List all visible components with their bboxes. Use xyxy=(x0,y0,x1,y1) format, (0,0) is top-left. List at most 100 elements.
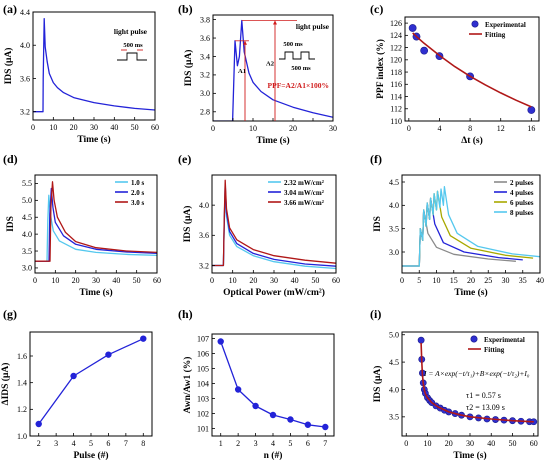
panel-i: (i) 0 10 20 30 40 50 60 3.5 4.0 4.5 5.0 Time (s) IDS … xyxy=(370,307,539,461)
panel-c: (c) 0 4 8 12 16 110 112 114 116 118 120 122 124 126 Δt … xyxy=(370,2,540,146)
y-tick-label-b-1: 3.0 xyxy=(200,89,210,98)
y-tick-label-d-5: 5.5 xyxy=(22,179,32,188)
y-tick-label-b-2: 3.2 xyxy=(200,71,210,80)
x-tick-label-h-5: 6 xyxy=(306,439,310,448)
panel-f: (f) 0 5 10 15 20 25 30 35 40 3.0 3.5 4.0 4.5 Time (s) I… xyxy=(370,152,544,298)
x-tick-label-g-2: 4 xyxy=(72,439,76,448)
y-tick-label-h-3: 104 xyxy=(197,379,209,388)
x-axis-label-e: Optical Power (mW/cm²) xyxy=(223,287,325,298)
legend-marker-i-0 xyxy=(470,335,478,343)
x-tick-label-i-3: 30 xyxy=(466,439,474,448)
legend-label-c-0: Experimental xyxy=(485,21,526,29)
y-tick-label-f-2: 4.0 xyxy=(389,201,399,210)
x-tick-label-g-4: 6 xyxy=(106,439,110,448)
legend-label-i-1: Fitting xyxy=(484,346,505,354)
legend-label-e-0: 2.32 mW/cm² xyxy=(284,179,324,187)
x-tick-label-g-5: 7 xyxy=(124,439,128,448)
y-tick-label-d-2: 4.0 xyxy=(22,230,32,239)
annotation-light-pulse: light pulse xyxy=(296,22,330,31)
x-tick-label-h-4: 5 xyxy=(288,439,292,448)
series-i-0-point-0 xyxy=(417,336,425,344)
x-tick-label-i-1: 10 xyxy=(424,439,432,448)
pulse-waveform-icon xyxy=(117,52,147,61)
x-tick-label-f-0: 0 xyxy=(400,276,404,285)
y-tick-label-g-0: 1.0 xyxy=(17,432,27,441)
x-tick-label-b-6: 30 xyxy=(329,124,337,133)
annotation-pulse-interval: 500 ms xyxy=(291,65,311,72)
x-tick-label-e-0: 0 xyxy=(210,276,214,285)
x-tick-label-e-2: 20 xyxy=(249,276,257,285)
x-tick-label-d-2: 20 xyxy=(72,276,80,285)
y-tick-label-b-3: 3.4 xyxy=(200,52,210,61)
series-h-0-point-6 xyxy=(322,423,329,431)
y-tick-label-b-0: 2.8 xyxy=(200,108,210,117)
x-tick-label-e-3: 30 xyxy=(270,276,278,285)
a2-arrowhead xyxy=(273,20,277,25)
x-axis-label-b: Time (s) xyxy=(256,135,289,146)
y-tick-label-f-1: 3.5 xyxy=(389,224,399,233)
panel-label-g: (g) xyxy=(3,307,17,321)
y-tick-label-h-1: 102 xyxy=(197,409,209,418)
series-h-0-point-0 xyxy=(217,338,224,345)
series-g-0-point-0 xyxy=(35,420,42,428)
y-tick-label-g-1: 1.2 xyxy=(17,405,27,414)
y-tick-label-e-0: 3.2 xyxy=(199,261,209,270)
legend-label-f-1: 4 pulses xyxy=(510,189,534,197)
legend-label-d-2: 3.0 s xyxy=(131,199,145,207)
series-d-0-line xyxy=(35,194,157,262)
y-axis-label-e: IDS (μA) xyxy=(182,206,193,243)
x-tick-label-f-3: 15 xyxy=(450,276,458,285)
series-h-0-point-4 xyxy=(287,416,294,423)
panel-label-h: (h) xyxy=(178,307,193,321)
x-tick-label-d-0: 0 xyxy=(33,276,37,285)
y-tick-label-g-2: 1.4 xyxy=(17,378,27,387)
y-tick-label-c-8: 126 xyxy=(390,19,402,28)
series-h-0-point-1 xyxy=(234,386,242,393)
y-axis-label-h: Awn/Aw1 (%) xyxy=(182,357,193,414)
y-axis-label-a: IDS (μA) xyxy=(3,48,14,85)
legend-label-f-2: 6 pulses xyxy=(510,199,534,207)
y-tick-label-c-7: 124 xyxy=(390,31,402,40)
x-tick-label-c-0: 0 xyxy=(407,124,411,133)
x-tick-label-f-5: 25 xyxy=(484,276,492,285)
series-a-0-line xyxy=(33,17,155,113)
x-tick-label-f-8: 40 xyxy=(536,276,544,285)
annotation-ppf-formula: PPF=A2/A1×100% xyxy=(268,81,329,90)
x-tick-label-e-6: 60 xyxy=(332,276,340,285)
y-tick-label-d-1: 3.5 xyxy=(22,247,32,256)
panel-label-b: (b) xyxy=(178,2,193,16)
y-tick-label-e-2: 4.0 xyxy=(199,201,209,210)
x-tick-label-a-5: 50 xyxy=(131,123,139,132)
y-axis-label-d: IDS xyxy=(6,216,16,232)
y-axis-label-g: ΔIDS (μA) xyxy=(0,363,11,406)
y-tick-label-a-3: 4.4 xyxy=(20,8,30,17)
y-tick-label-g-3: 1.6 xyxy=(17,352,27,361)
x-tick-label-a-2: 20 xyxy=(70,123,78,132)
series-h-0-point-2 xyxy=(252,402,259,410)
legend-label-d-1: 2.0 s xyxy=(131,189,145,197)
annotation-tau1: τ1 = 0.57 s xyxy=(466,391,501,400)
x-tick-label-d-3: 30 xyxy=(92,276,100,285)
y-axis-label-i: IDS (μA) xyxy=(372,366,383,403)
y-tick-label-a-2: 4.0 xyxy=(20,41,30,50)
panel-g: (g) 2 3 4 5 6 7 8 1.0 1.2 1.4 1.6 Pulse (#) ΔIDS (μA) xyxy=(0,307,153,461)
x-tick-label-g-0: 2 xyxy=(37,439,41,448)
x-tick-label-c-4: 16 xyxy=(527,124,535,133)
x-axis-label-f: Time (s) xyxy=(454,287,487,298)
series-h-0-point-5 xyxy=(304,421,312,428)
x-tick-label-f-7: 35 xyxy=(519,276,527,285)
annotation-tau2: τ2 = 13.09 s xyxy=(466,403,505,412)
x-tick-label-c-1: 4 xyxy=(437,124,441,133)
axes-frame-c xyxy=(404,16,540,122)
y-axis-label-c: PPF index (%) xyxy=(375,39,386,99)
x-axis-label-h: n (#) xyxy=(264,450,283,461)
x-tick-label-i-4: 40 xyxy=(487,439,495,448)
x-tick-label-d-1: 10 xyxy=(51,276,59,285)
x-tick-label-b-2: 10 xyxy=(249,124,257,133)
y-tick-label-c-2: 114 xyxy=(390,92,402,101)
series-d-2-line xyxy=(35,181,157,262)
y-tick-label-i-3: 5.0 xyxy=(389,331,399,340)
y-tick-label-h-5: 106 xyxy=(197,349,209,358)
series-g-0-point-2 xyxy=(105,351,112,358)
